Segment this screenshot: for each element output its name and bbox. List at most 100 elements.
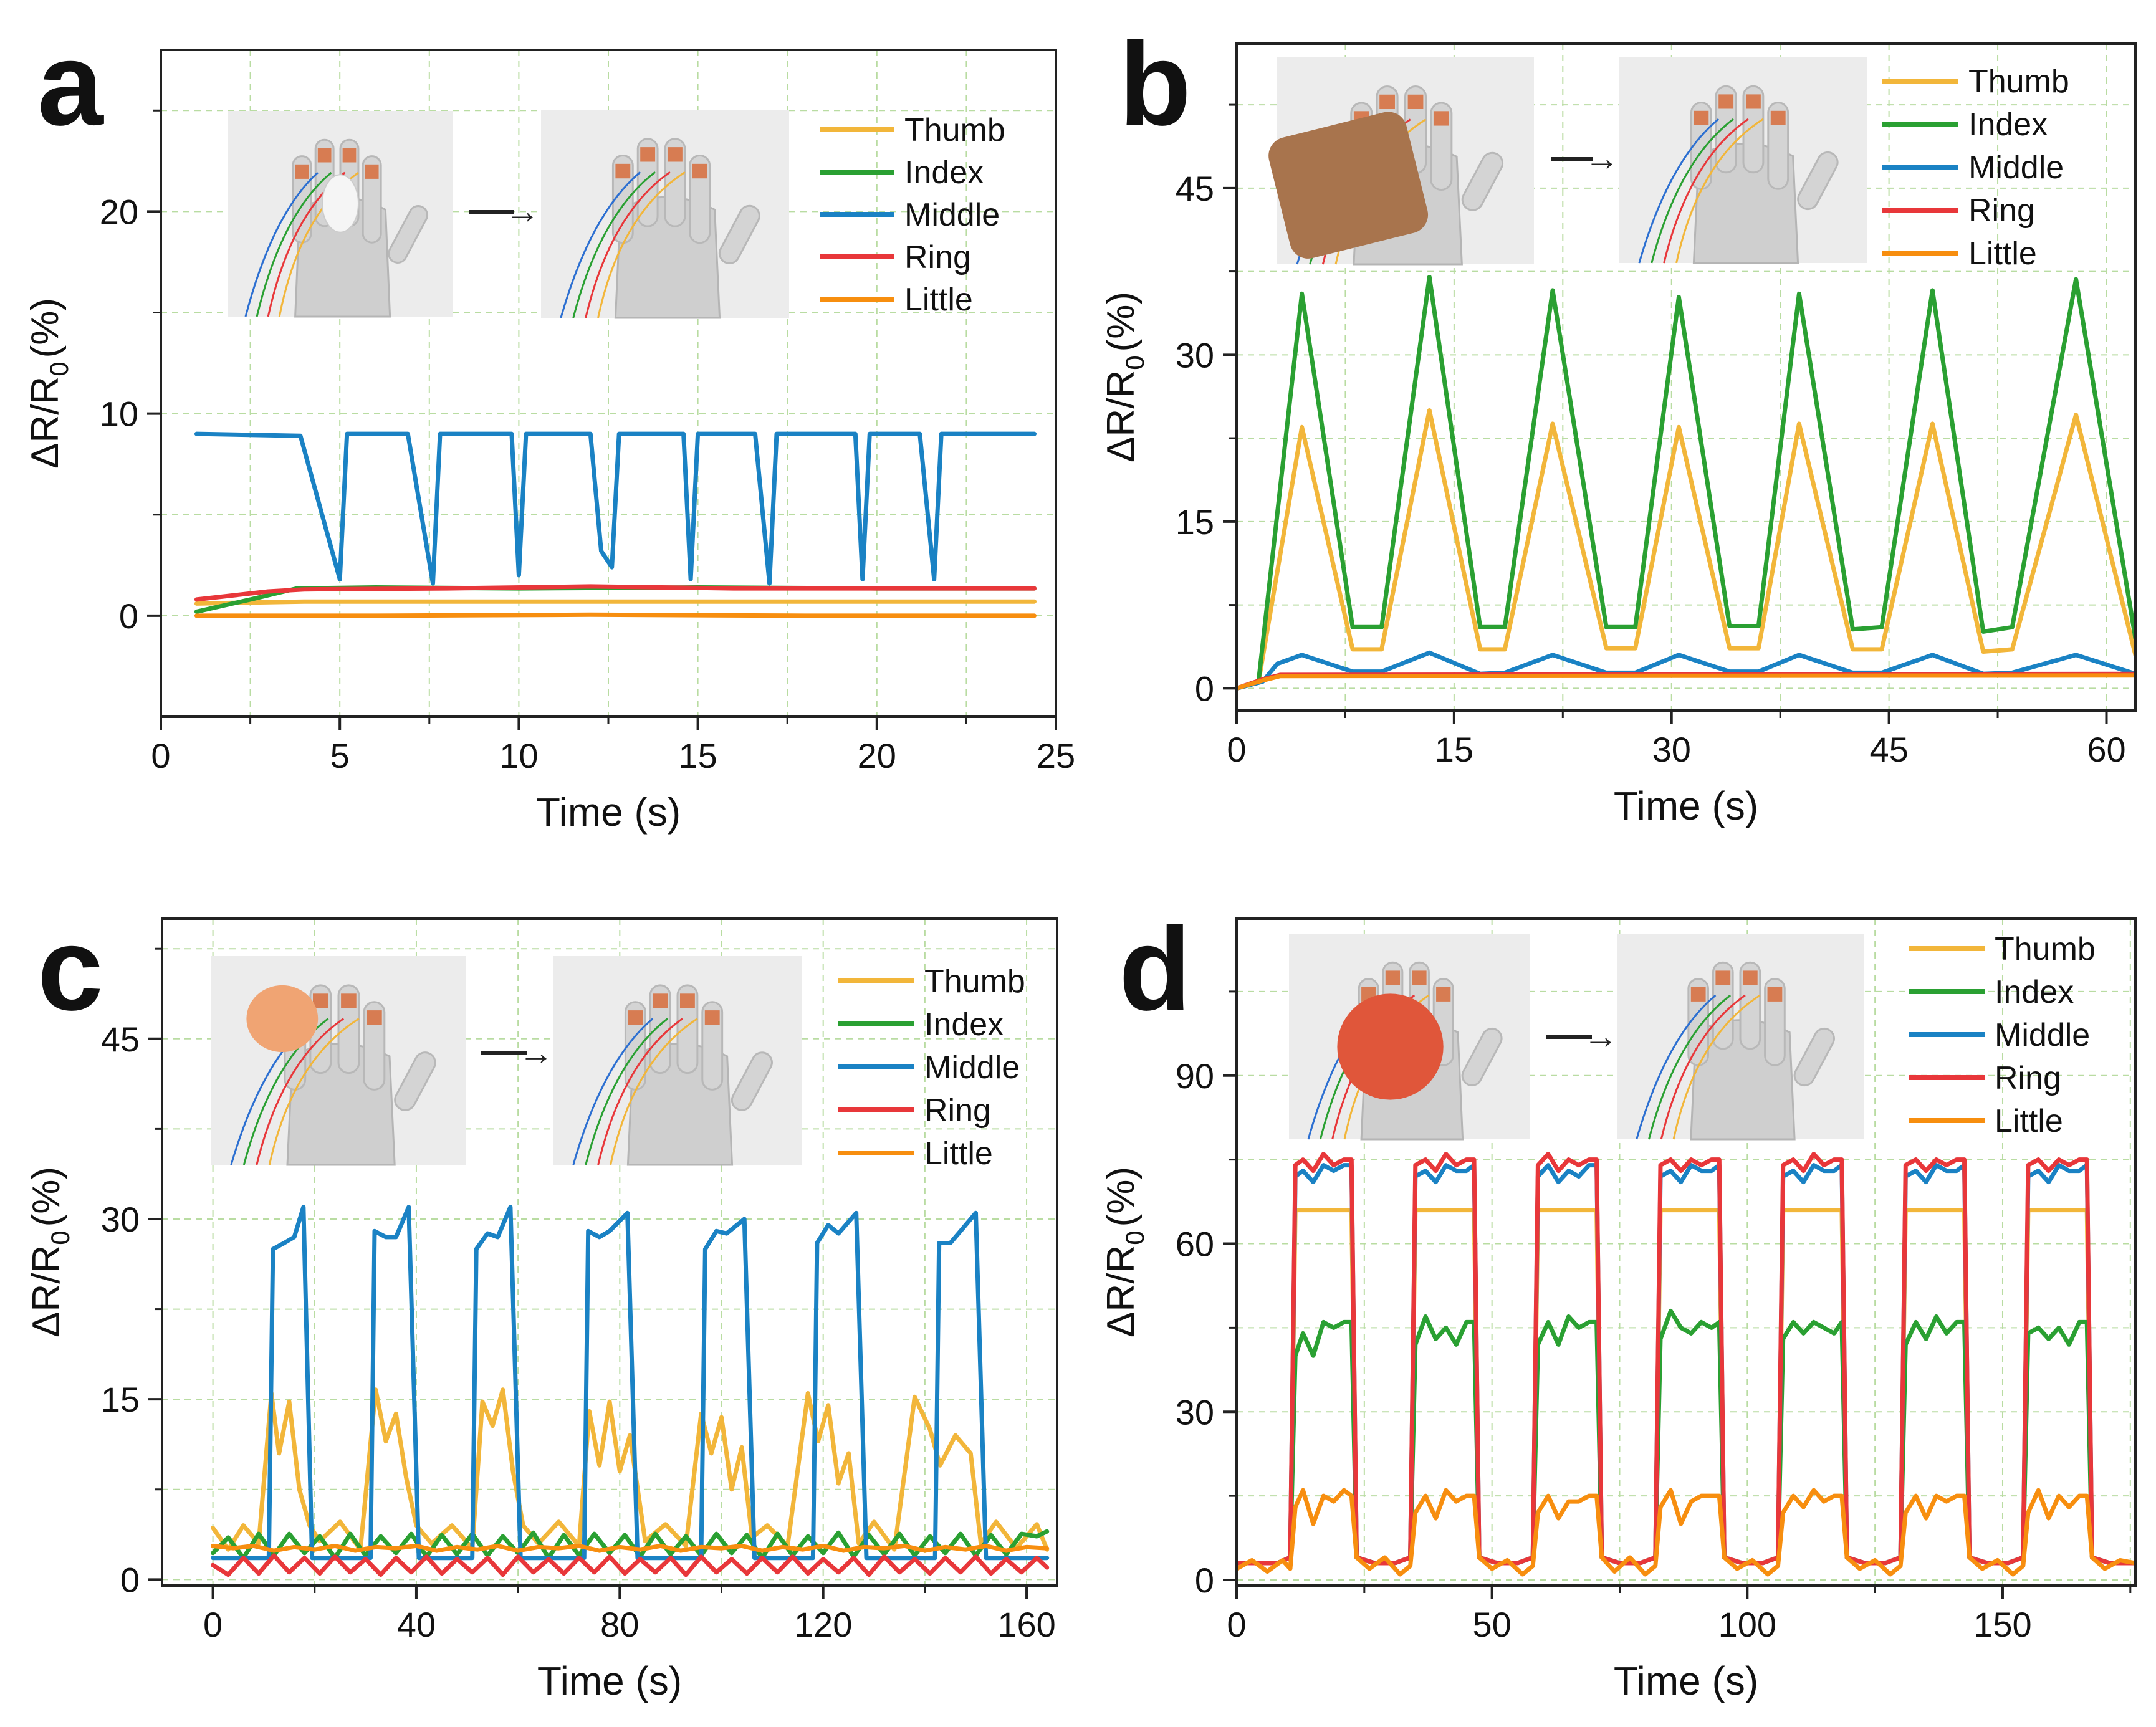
gridlines <box>1237 44 2135 710</box>
series-line-index <box>211 1529 1050 1561</box>
legend-label-middle: Middle <box>1968 150 2064 186</box>
x-tick-label: 30 <box>1652 730 1691 769</box>
legend-label-middle: Middle <box>904 197 1000 233</box>
y-tick-label: 0 <box>120 1560 140 1599</box>
x-tick-label: 120 <box>794 1605 852 1644</box>
y-label-unit: (%) <box>1100 292 1143 352</box>
sensor-wire <box>610 1018 698 1165</box>
legend: Thumb Index Middle Ring Little <box>838 964 1025 1172</box>
x-tick-label: 0 <box>1227 1605 1246 1644</box>
y-tick-label: 45 <box>1176 169 1214 208</box>
x-axis-label: Time (s) <box>1614 783 1758 828</box>
copper-sensor <box>667 147 683 162</box>
sensor-wire <box>1638 118 1720 264</box>
axes-frame <box>161 917 1058 1587</box>
series-group <box>1237 275 2135 691</box>
copper-sensor <box>1385 970 1401 985</box>
y-axis-label: ΔR/R0 (%) <box>25 1167 75 1337</box>
x-axis-label: Time (s) <box>1614 1658 1758 1703</box>
copper-sensor <box>1407 94 1424 109</box>
sensor-wire <box>256 171 332 317</box>
open-glove-photo <box>553 956 802 1166</box>
glove-holding-object-photo <box>228 111 453 318</box>
x-tick-label: 25 <box>1037 736 1075 775</box>
copper-sensor <box>1767 987 1783 1002</box>
glove-thumb <box>394 1051 436 1111</box>
legend-label-thumb: Thumb <box>924 964 1025 1000</box>
copper-sensor <box>1745 94 1761 109</box>
sensor-wire <box>585 171 671 318</box>
legend-label-ring: Ring <box>1968 193 2035 229</box>
sensor-wire <box>1663 118 1749 264</box>
copper-sensor <box>341 993 357 1008</box>
x-tick-label: 5 <box>330 736 350 775</box>
glove-thumb <box>1797 151 1839 211</box>
open-glove-photo <box>541 110 789 319</box>
glove-holding-ball-photo <box>1289 934 1530 1141</box>
series-line-middle <box>194 431 1037 586</box>
open-glove-photo <box>1617 934 1864 1141</box>
copper-sensor <box>1718 94 1734 109</box>
series-line-ring <box>211 1553 1050 1577</box>
legend-label-ring: Ring <box>1995 1060 2061 1096</box>
x-tick-label: 50 <box>1473 1605 1512 1644</box>
series-line-ring <box>194 584 1037 602</box>
copper-sensor <box>367 1010 382 1025</box>
sensor-wire <box>585 1018 668 1165</box>
x-tick-label: 160 <box>997 1605 1055 1644</box>
legend-label-little: Little <box>1968 236 2037 272</box>
copper-sensor <box>1742 970 1758 985</box>
x-tick-label: 100 <box>1718 1605 1776 1644</box>
y-tick-label: 30 <box>101 1200 140 1239</box>
series-line-thumb <box>1237 408 2135 691</box>
legend: Thumb Index Middle Ring Little <box>1882 64 2069 272</box>
sensor-wire <box>268 1018 360 1165</box>
legend: Thumb Index Middle Ring Little <box>1909 931 2096 1139</box>
copper-sensor <box>295 164 309 179</box>
legend: Thumb Index Middle Ring Little <box>820 112 1005 318</box>
series-line-little <box>1237 1488 2135 1577</box>
y-label-unit: (%) <box>25 1167 68 1227</box>
legend-label-index: Index <box>1968 107 2048 143</box>
glove-thumb <box>731 1051 773 1111</box>
copper-sensor <box>313 993 328 1008</box>
sensor-wire <box>1660 994 1746 1140</box>
y-label-main: ΔR/R <box>1100 1245 1143 1337</box>
glove-thumb <box>1461 1027 1503 1087</box>
copper-sensor <box>1436 987 1451 1002</box>
y-tick-label: 0 <box>1195 1561 1214 1600</box>
y-label-unit: (%) <box>24 298 67 358</box>
panel-label: d <box>1119 903 1191 1035</box>
copper-sensor <box>1770 110 1786 125</box>
copper-sensor <box>679 993 695 1008</box>
axes-frame <box>1235 917 2137 1587</box>
y-tick-label: 15 <box>101 1380 140 1419</box>
y-tick-label: 30 <box>1176 1392 1214 1432</box>
y-label-subscript: 0 <box>46 1230 75 1245</box>
y-label-main: ΔR/R <box>24 376 67 469</box>
y-tick-label: 10 <box>100 395 138 434</box>
sensor-wire <box>572 171 656 318</box>
y-axis-label: ΔR/R0 (%) <box>1100 292 1149 462</box>
sensor-wire <box>244 171 319 317</box>
legend-label-middle: Middle <box>924 1050 1020 1086</box>
cardboard-pad <box>1268 112 1429 259</box>
panel-label: a <box>37 18 104 150</box>
egg <box>246 985 319 1053</box>
x-axis: 0 40 80 120 160 Time (s) <box>203 1586 1056 1703</box>
sensor-wire <box>1648 994 1732 1140</box>
legend-label-index: Index <box>924 1007 1004 1043</box>
sensor-wire <box>597 1018 683 1165</box>
y-tick-label: 90 <box>1176 1056 1214 1096</box>
copper-sensor <box>1433 111 1449 126</box>
sensor-wire <box>572 1018 654 1165</box>
sensor-wire <box>1675 118 1764 264</box>
series-line-thumb <box>194 599 1037 606</box>
legend-label-middle: Middle <box>1995 1017 2090 1053</box>
glove-thumb <box>1461 151 1504 211</box>
